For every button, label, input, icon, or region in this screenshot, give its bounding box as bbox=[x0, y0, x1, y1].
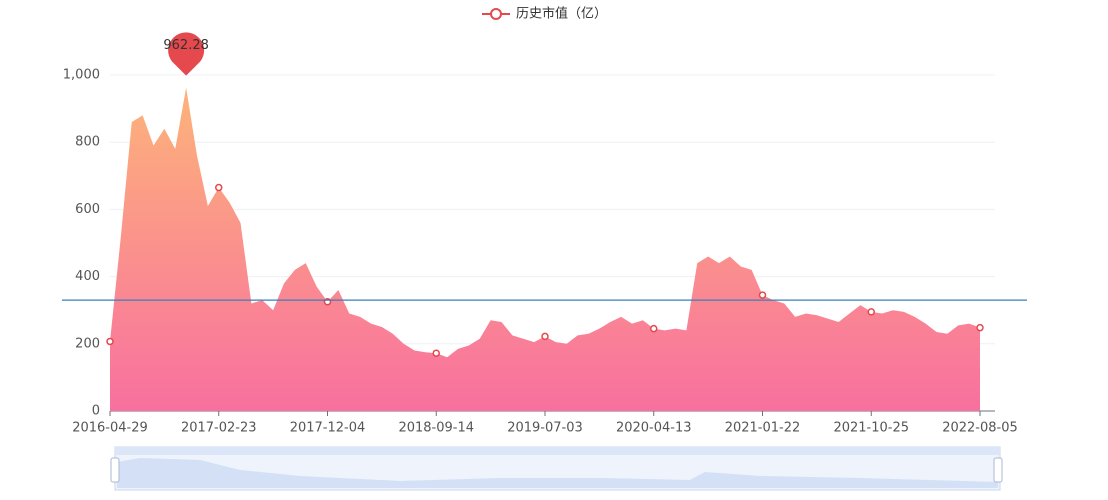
x-tick-label: 2022-08-05 bbox=[942, 421, 1018, 436]
y-tick-label: 1,000 bbox=[63, 68, 100, 83]
x-tick-label: 2020-04-13 bbox=[616, 421, 692, 436]
point bbox=[215, 183, 223, 192]
x-tick-label: 2018-09-14 bbox=[398, 421, 474, 436]
y-tick-label: 200 bbox=[75, 336, 100, 351]
point bbox=[106, 337, 114, 346]
y-tick-label: 0 bbox=[92, 404, 100, 419]
x-tick-label: 2021-10-25 bbox=[833, 421, 909, 436]
legend-label: 历史市值（亿） bbox=[516, 6, 607, 22]
y-tick-label: 800 bbox=[75, 135, 100, 150]
point bbox=[650, 324, 658, 333]
zoom-handle[interactable] bbox=[993, 457, 1003, 483]
zoom-bar bbox=[115, 447, 1000, 455]
max-pin bbox=[168, 32, 205, 76]
point bbox=[432, 349, 440, 357]
zoom-handle[interactable] bbox=[110, 457, 120, 483]
x-tick-label: 2019-07-03 bbox=[507, 421, 583, 436]
y-tick-label: 600 bbox=[75, 202, 100, 217]
point bbox=[541, 332, 549, 341]
data-zoom[interactable] bbox=[110, 446, 1003, 491]
x-tick-label: 2017-12-04 bbox=[290, 421, 366, 436]
x-tick-label: 2021-01-22 bbox=[725, 421, 801, 436]
y-tick-label: 400 bbox=[75, 269, 100, 284]
x-tick-label: 2016-04-29 bbox=[72, 421, 148, 436]
x-tick-label: 2017-02-23 bbox=[181, 421, 257, 436]
legend[interactable]: 历史市值（亿） bbox=[482, 6, 607, 22]
area bbox=[110, 87, 980, 411]
legend-symbol bbox=[490, 8, 502, 20]
point bbox=[867, 308, 875, 316]
zoom-preview bbox=[117, 458, 998, 488]
point bbox=[976, 323, 984, 332]
point bbox=[758, 291, 767, 299]
max-label: 962.28 bbox=[163, 38, 209, 53]
